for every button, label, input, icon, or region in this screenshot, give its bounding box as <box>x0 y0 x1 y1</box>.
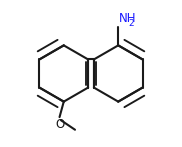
Text: O: O <box>55 118 64 131</box>
Text: 2: 2 <box>128 19 134 27</box>
Text: NH: NH <box>119 12 136 25</box>
